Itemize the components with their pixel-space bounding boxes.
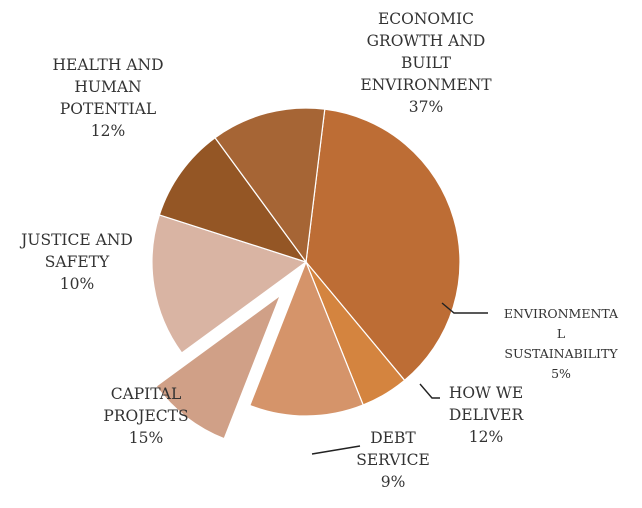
slice-name-line-how: DELIVER [449, 406, 525, 424]
pie-slice-capital [151, 214, 308, 354]
pie-slice-health [214, 107, 326, 264]
slice-label-health: HEALTH AND HUMAN POTENTIAL 12% [52, 56, 163, 140]
slice-name-line-econ: ENVIRONMENT [360, 76, 492, 94]
pie-slice-debt [155, 293, 282, 440]
slice-name-line-capital: CAPITAL [111, 385, 182, 403]
slice-label-debt: DEBT SERVICE 9% [356, 429, 430, 491]
slice-name-line-envsus: L [557, 326, 565, 341]
slice-name-line-econ: GROWTH AND [367, 32, 486, 50]
slice-label-envsus: ENVIRONMENTA L SUSTAINABILITY 5% [504, 306, 619, 381]
slice-percent-justice: 10% [60, 275, 94, 293]
slice-label-capital: CAPITAL PROJECTS 15% [103, 385, 188, 447]
slice-percent-health: 12% [91, 122, 125, 140]
slice-name-line-health: HEALTH AND [52, 56, 163, 74]
slice-name-line-justice: JUSTICE AND [19, 231, 133, 249]
pie-slices [151, 107, 461, 440]
slice-name-line-how: HOW WE [449, 384, 523, 402]
slice-percent-debt: 9% [381, 473, 406, 491]
slice-name-line-health: HUMAN [74, 78, 141, 96]
pie-slice-how [249, 260, 364, 417]
slice-label-justice: JUSTICE AND SAFETY 10% [19, 231, 133, 293]
slice-name-line-envsus: ENVIRONMENTA [504, 306, 619, 321]
leader-lines [311, 302, 488, 455]
pie-slice-justice [158, 136, 308, 264]
slice-name-line-econ: BUILT [401, 54, 452, 72]
slice-percent-envsus: 5% [551, 366, 571, 381]
leader-line-debt [311, 445, 361, 455]
slice-name-line-justice: SAFETY [45, 253, 110, 271]
slice-name-line-health: POTENTIAL [60, 100, 156, 118]
slice-label-how: HOW WE DELIVER 12% [449, 384, 525, 446]
slice-percent-econ: 37% [409, 98, 443, 116]
slice-percent-how: 12% [469, 428, 503, 446]
slice-name-line-debt: SERVICE [356, 451, 430, 469]
slice-percent-capital: 15% [129, 429, 163, 447]
slice-label-econ: ECONOMIC GROWTH AND BUILT ENVIRONMENT 37% [360, 10, 492, 116]
slice-name-line-envsus: SUSTAINABILITY [504, 346, 618, 361]
slice-labels: ECONOMIC GROWTH AND BUILT ENVIRONMENT 37% ENV… [19, 10, 619, 491]
pie-slice-econ [305, 108, 461, 382]
slice-name-line-capital: PROJECTS [103, 407, 188, 425]
slice-name-line-debt: DEBT [370, 429, 416, 447]
leader-line-envsus [441, 302, 488, 314]
leader-line-how [419, 383, 440, 399]
slice-name-line-econ: ECONOMIC [378, 10, 474, 28]
